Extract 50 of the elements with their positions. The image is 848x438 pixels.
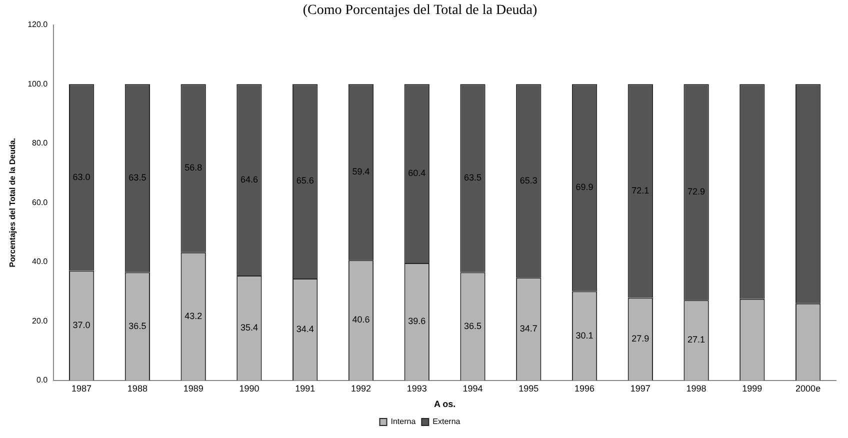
data-label: 63.5	[128, 172, 146, 183]
data-label: 34.7	[520, 323, 538, 334]
y-tick-label: 120.0	[28, 20, 48, 30]
legend-label: Interna	[390, 417, 416, 426]
chart-subtitle: (Como Porcentajes del Total de la Deuda)	[302, 3, 538, 18]
data-label: 72.1	[632, 185, 650, 196]
x-tick-label: 1993	[406, 383, 427, 394]
y-tick-label: 60.0	[32, 198, 48, 207]
data-label: 63.5	[464, 172, 482, 183]
data-label: 43.2	[184, 310, 202, 321]
x-tick-label: 1995	[518, 383, 539, 394]
data-label: 72.9	[688, 186, 706, 197]
x-tick-label: 1998	[686, 383, 706, 394]
x-tick-label: 1992	[350, 383, 371, 394]
y-tick-label: 0.0	[36, 376, 48, 385]
data-label: 37.0	[72, 320, 90, 330]
data-label: 27.1	[688, 334, 706, 345]
x-tick-label: 2000e	[796, 383, 821, 394]
x-tick-label: 1997	[630, 383, 650, 394]
data-label: 36.5	[128, 320, 146, 331]
data-label: 39.6	[408, 316, 426, 326]
legend-label: Externa	[432, 417, 461, 426]
data-label: 27.9	[632, 334, 650, 344]
y-axis-title: Porcentajes del Total de la Deuda.	[8, 138, 18, 268]
x-tick-label: 1999	[742, 383, 762, 394]
data-label: 60.4	[408, 168, 426, 178]
x-tick-label: 1991	[295, 383, 316, 394]
data-label: 65.6	[296, 176, 314, 186]
x-tick-label: 1996	[574, 383, 595, 394]
data-label: 69.9	[576, 182, 594, 192]
data-label: 35.4	[240, 322, 258, 332]
x-tick-label: 1987	[72, 383, 92, 394]
data-label: 30.1	[576, 330, 594, 340]
y-tick-label: 100.0	[28, 79, 48, 88]
y-tick-label: 80.0	[32, 138, 48, 148]
y-tick-label: 40.0	[32, 257, 48, 266]
x-tick-label: 1989	[183, 383, 204, 394]
y-tick-label: 20.0	[32, 316, 48, 326]
data-label: 59.4	[352, 166, 370, 177]
data-label: 40.6	[352, 314, 370, 325]
data-label: 65.3	[520, 175, 538, 186]
x-axis-title: A os.	[434, 399, 456, 410]
data-label: 34.4	[296, 324, 314, 334]
data-label: 64.6	[240, 174, 258, 184]
data-label: 56.8	[184, 162, 202, 173]
x-tick-label: 1994	[462, 383, 483, 394]
x-tick-label: 1988	[127, 383, 148, 394]
data-label: 63.0	[72, 172, 90, 182]
x-tick-label: 1990	[239, 383, 260, 394]
data-label: 36.5	[464, 320, 482, 331]
